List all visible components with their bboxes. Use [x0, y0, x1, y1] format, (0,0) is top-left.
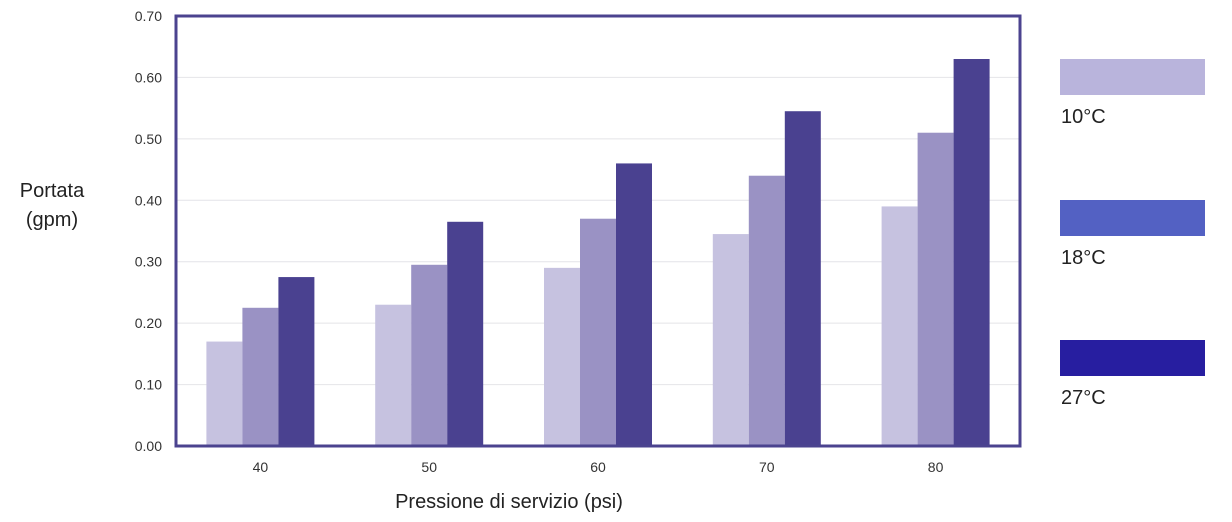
- bar-50-3: [447, 221, 484, 446]
- bar-50-2: [411, 264, 448, 446]
- x-tick-label: 50: [421, 459, 437, 475]
- bar-70-1: [712, 234, 749, 446]
- y-tick-label: 0.00: [135, 438, 162, 454]
- bar-60-1: [544, 267, 580, 446]
- y-axis-title-line-2: (gpm): [26, 209, 78, 231]
- y-tick-label: 0.50: [135, 131, 162, 147]
- y-tick-label: 0.10: [135, 377, 162, 393]
- x-tick-label: 40: [253, 459, 269, 475]
- legend-label: 10°C: [1061, 106, 1106, 128]
- bar-40-2: [242, 307, 279, 446]
- x-tick-label: 60: [590, 459, 606, 475]
- x-tick-labels: 40 50 60 70 80: [253, 459, 944, 475]
- legend-label: 27°C: [1061, 387, 1106, 409]
- x-tick-label: 70: [759, 459, 775, 475]
- legend-swatch: [1060, 59, 1205, 95]
- bar-60-3: [616, 163, 652, 446]
- plot-frame: [174, 14, 1022, 448]
- bar-80-2: [917, 132, 954, 446]
- y-axis-title-line-1: Portata: [20, 180, 85, 202]
- bar-80-1: [881, 206, 918, 446]
- legend-swatch: [1060, 340, 1205, 376]
- y-tick-label: 0.40: [135, 192, 162, 208]
- legend-label: 18°C: [1061, 247, 1106, 269]
- bar-70-3: [784, 111, 821, 446]
- x-tick-label: 80: [928, 459, 944, 475]
- bar-40-3: [278, 277, 315, 446]
- legend: 10°C 18°C 27°C: [1060, 59, 1205, 409]
- y-tick-label: 0.20: [135, 315, 162, 331]
- bar-50-1: [375, 304, 412, 446]
- bar-60-2: [580, 218, 616, 446]
- y-tick-labels: 0.00 0.10 0.20 0.30 0.40 0.50 0.60 0.70: [135, 8, 162, 454]
- y-tick-label: 0.60: [135, 69, 162, 85]
- bar-40-1: [206, 341, 243, 446]
- legend-swatch: [1060, 200, 1205, 236]
- x-axis-title: Pressione di servizio (psi): [395, 491, 623, 513]
- y-tick-label: 0.30: [135, 254, 162, 270]
- y-tick-label: 0.70: [135, 8, 162, 24]
- bar-70-2: [748, 175, 785, 446]
- bars: [206, 59, 990, 446]
- bar-80-3: [953, 59, 990, 446]
